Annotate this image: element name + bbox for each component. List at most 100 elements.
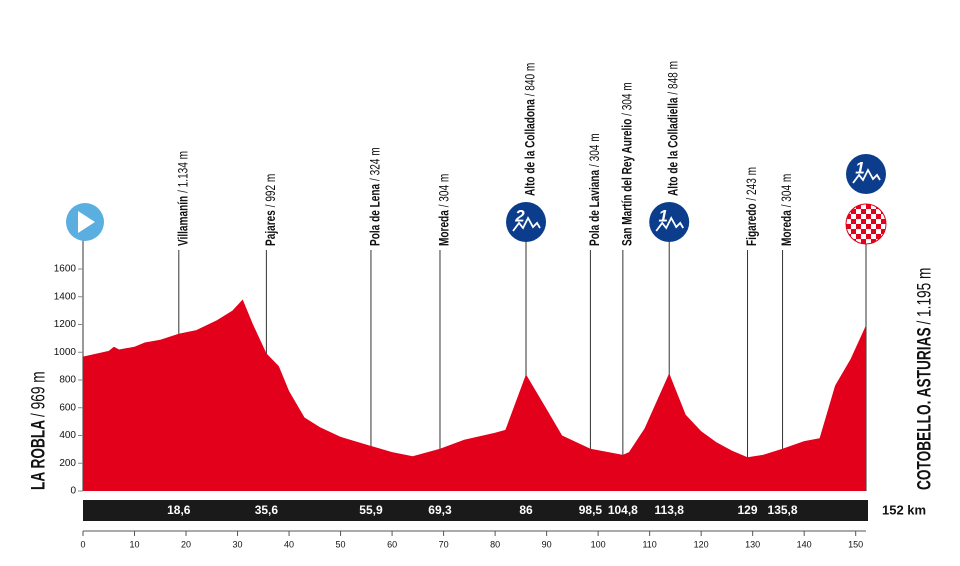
label-detail: / 840 m xyxy=(522,63,538,97)
flag-square xyxy=(866,214,871,219)
flag-square xyxy=(856,204,861,209)
label-name: Alto de la Colladiella xyxy=(665,97,681,196)
label-name: Villamanín xyxy=(175,196,191,246)
waypoint-label: COTOBELLO. ASTURIAS/ 1.195 m xyxy=(914,268,936,490)
label-detail: / 304 m xyxy=(586,133,602,167)
km-bar xyxy=(83,500,868,521)
label-name: Alto de la Colladona xyxy=(522,99,538,196)
x-tick-label: 50 xyxy=(336,539,346,549)
label-name: Pola de Lena xyxy=(367,184,383,246)
flag-square xyxy=(851,219,856,224)
flag-square xyxy=(861,219,866,224)
km-label: 104,8 xyxy=(608,503,638,517)
waypoint-label: Figaredo / 243 m xyxy=(744,167,760,246)
label-name: Moreda xyxy=(779,210,795,246)
flag-square xyxy=(881,229,886,234)
km-label: 129 xyxy=(738,503,758,517)
km-label: 86 xyxy=(519,503,533,517)
flag-square xyxy=(866,234,871,239)
flag-square xyxy=(866,204,871,209)
climb-icon-mountain xyxy=(852,168,881,184)
waypoint-label: Moreda / 304 m xyxy=(436,174,452,246)
climb-category: 1 xyxy=(855,158,864,177)
y-tick-label: 1400 xyxy=(54,291,77,302)
label-name: Pola de Laviana xyxy=(586,170,602,246)
elevation-area xyxy=(83,299,866,491)
flag-square xyxy=(876,224,881,229)
y-tick-label: 1200 xyxy=(54,319,77,330)
flag-square xyxy=(871,209,876,214)
x-tick-label: 80 xyxy=(490,539,500,549)
flag-square xyxy=(871,239,876,244)
flag-square xyxy=(856,234,861,239)
flag-square xyxy=(846,204,851,209)
flag-square xyxy=(871,219,876,224)
x-tick-label: 70 xyxy=(439,539,449,549)
waypoint-label: Pola de Lena / 324 m xyxy=(367,147,383,246)
x-tick-label: 140 xyxy=(797,539,812,549)
label-name: San Martín del Rey Aurelio xyxy=(619,119,635,246)
waypoint-label: Alto de la Colladona / 840 m xyxy=(522,63,538,196)
x-tick-label: 0 xyxy=(80,539,85,549)
flag-square xyxy=(846,224,851,229)
label-detail: / 304 m xyxy=(619,82,635,116)
x-tick-label: 30 xyxy=(233,539,243,549)
label-name: LA ROBLA xyxy=(28,420,50,490)
climb-icon-mountain xyxy=(512,216,541,232)
label-detail: / 1.195 m xyxy=(914,268,936,325)
x-tick-label: 90 xyxy=(542,539,552,549)
flag-square xyxy=(851,229,856,234)
finish-flag xyxy=(846,204,886,244)
label-name: Moreda xyxy=(436,210,452,246)
flag-square xyxy=(881,219,886,224)
x-tick-label: 130 xyxy=(745,539,760,549)
label-name: Figaredo xyxy=(744,203,760,246)
km-label: 69,3 xyxy=(428,503,452,517)
y-tick-label: 200 xyxy=(59,458,76,469)
y-tick-label: 600 xyxy=(59,402,76,413)
label-detail: / 304 m xyxy=(779,174,795,208)
waypoint-label: San Martín del Rey Aurelio / 304 m xyxy=(619,82,635,246)
label-name: COTOBELLO. ASTURIAS xyxy=(914,327,936,490)
flag-square xyxy=(846,214,851,219)
waypoint-label: LA ROBLA / 969 m xyxy=(28,371,50,490)
label-detail: / 848 m xyxy=(665,61,681,95)
y-tick-label: 1600 xyxy=(54,264,77,275)
label-name: Pajares xyxy=(262,210,278,246)
climb-category: 1 xyxy=(658,206,667,225)
km-label: 98,5 xyxy=(579,503,603,517)
waypoint-label: Pola de Laviana / 304 m xyxy=(586,133,602,246)
flag-square xyxy=(866,224,871,229)
waypoint-label: Pajares / 992 m xyxy=(262,174,278,246)
x-tick-label: 150 xyxy=(848,539,863,549)
x-tick-label: 60 xyxy=(387,539,397,549)
flag-square xyxy=(861,239,866,244)
waypoint-label: Moreda / 304 m xyxy=(779,174,795,246)
label-detail: / 243 m xyxy=(744,167,760,201)
start-icon-play xyxy=(78,211,95,233)
climb-icon-mountain xyxy=(655,216,684,232)
finish-km-label: 152 km xyxy=(882,502,926,517)
flag-square xyxy=(851,209,856,214)
label-detail: / 324 m xyxy=(367,147,383,181)
flag-square xyxy=(856,214,861,219)
y-tick-label: 800 xyxy=(59,375,76,386)
x-tick-label: 110 xyxy=(642,539,656,549)
label-detail: / 1.134 m xyxy=(175,151,191,193)
label-detail: / 992 m xyxy=(262,174,278,208)
x-tick-label: 20 xyxy=(181,539,191,549)
y-tick-label: 1000 xyxy=(54,347,77,358)
waypoint-label: Villamanín / 1.134 m xyxy=(175,151,191,246)
km-label: 55,9 xyxy=(359,503,383,517)
km-label: 113,8 xyxy=(655,503,685,517)
label-detail: / 969 m xyxy=(28,371,50,417)
km-label: 18,6 xyxy=(167,503,191,517)
km-label: 35,6 xyxy=(255,503,279,517)
x-tick-label: 10 xyxy=(130,539,140,549)
flag-square xyxy=(861,209,866,214)
x-tick-label: 100 xyxy=(591,539,606,549)
flag-square xyxy=(876,234,881,239)
climb-category: 2 xyxy=(514,206,525,225)
y-tick-label: 0 xyxy=(70,486,76,497)
x-tick-label: 120 xyxy=(694,539,709,549)
